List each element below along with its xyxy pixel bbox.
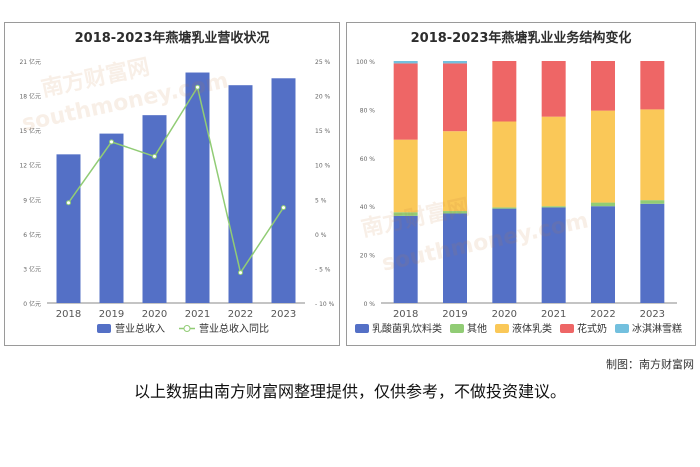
legend-swatch-yoy-point [183, 325, 191, 332]
y-tick-label: 100 % [356, 59, 375, 66]
legend-label-revenue: 营业总收入 [115, 322, 165, 335]
y-right-tick-label: 0 % [315, 232, 327, 239]
legend-swatch [355, 324, 369, 333]
y-right-tick-label: - 10 % [315, 301, 335, 308]
yoy-point [109, 139, 114, 145]
segment-bar [443, 63, 467, 132]
segment-bar [443, 61, 467, 64]
y-right-tick-label: 15 % [315, 128, 331, 135]
y-right-tick-label: 5 % [315, 197, 327, 204]
x-tick-label: 2020 [142, 309, 167, 320]
yoy-point [238, 270, 243, 276]
y-tick-label: 0 % [364, 301, 376, 308]
y-right-tick-label: 10 % [315, 163, 331, 170]
segment-bar [640, 203, 665, 303]
revenue-chart-panel: 2018-2023年燕塘乳业营收状况 0 亿元 3 亿元 6 亿元 9 亿元 12 亿元… [4, 22, 340, 346]
segment-bar [591, 206, 615, 303]
x-tick-label: 2021 [185, 309, 210, 320]
legend-swatch [495, 324, 509, 333]
segment-bar [591, 110, 615, 203]
segment-bar [393, 212, 418, 216]
x-tick-label: 2020 [492, 309, 517, 320]
revenue-bar [185, 72, 210, 304]
y-left-tick-label: 15 亿元 [19, 127, 41, 135]
y-left-tick-label: 3 亿元 [23, 265, 41, 273]
segment-bar [443, 213, 467, 303]
y-tick-label: 80 % [360, 107, 376, 114]
legend-label: 乳酸菌乳饮料类 [372, 322, 442, 335]
y-right-tick-label: 25 % [315, 59, 331, 66]
revenue-chart-title: 2018-2023年燕塘乳业营收状况 [74, 31, 270, 46]
yoy-point [281, 205, 286, 211]
segment-bar [492, 207, 517, 209]
x-tick-label: 2021 [541, 309, 566, 320]
yoy-point [195, 84, 200, 90]
structure-chart-panel: 2018-2023年燕塘乳业业务结构变化 0 % 20 % 40 % 60 % 80 %… [346, 22, 696, 346]
revenue-bar [56, 154, 81, 303]
x-tick-label: 2022 [228, 309, 253, 320]
legend-label: 冰淇淋雪糕 [632, 322, 682, 335]
segment-bar [541, 61, 566, 117]
segment-bar [640, 200, 665, 204]
segment-bar [541, 206, 566, 208]
y-left-tick-label: 0 亿元 [23, 300, 41, 308]
revenue-bar [271, 78, 296, 304]
legend-label-yoy: 营业总收入同比 [199, 322, 269, 335]
legend-label: 花式奶 [577, 322, 607, 335]
disclaimer-text: 以上数据由南方财富网整理提供，仅供参考，不做投资建议。 [133, 382, 566, 401]
x-tick-label: 2023 [640, 309, 665, 320]
revenue-bar [228, 85, 253, 303]
legend-swatch-revenue [97, 324, 111, 333]
segment-bar [393, 61, 418, 64]
yoy-point [66, 200, 71, 206]
legend-label: 液体乳类 [512, 322, 552, 335]
segment-bar [492, 208, 517, 303]
segment-bar [393, 63, 418, 140]
y-left-tick-label: 9 亿元 [23, 196, 41, 204]
legend-swatch [560, 324, 574, 333]
structure-chart: 0 % 20 % 40 % 60 % 80 % 100 % 2018 2019 2020 2021… [355, 59, 682, 335]
revenue-bar [99, 133, 124, 303]
revenue-chart: 0 亿元 3 亿元 6 亿元 9 亿元 12 亿元 15 亿元 18 亿元 21 亿元 - 10… [19, 58, 335, 335]
segment-bar [640, 109, 665, 201]
legend-label: 其他 [467, 322, 487, 335]
x-tick-label: 2023 [271, 309, 296, 320]
x-tick-label: 2018 [393, 309, 418, 320]
y-tick-label: 20 % [360, 253, 376, 260]
segment-bar [640, 61, 665, 110]
legend-swatch [615, 324, 629, 333]
structure-chart-title: 2018-2023年燕塘乳业业务结构变化 [410, 31, 632, 46]
segment-bar [443, 211, 467, 214]
segment-bar [591, 202, 615, 207]
segment-bar [492, 121, 517, 208]
segment-bar [393, 215, 418, 303]
yoy-line [67, 85, 285, 275]
segment-bar [492, 61, 517, 122]
segment-bar [541, 116, 566, 207]
y-tick-label: 40 % [360, 204, 376, 211]
yoy-point [152, 153, 157, 159]
chart-credit: 制图：南方财富网 [606, 358, 694, 371]
segment-bar [443, 131, 467, 212]
y-right-tick-label: - 5 % [315, 266, 331, 273]
y-tick-label: 60 % [360, 156, 376, 163]
revenue-bar [142, 115, 167, 304]
segment-bar [393, 139, 418, 213]
y-left-tick-label: 6 亿元 [23, 231, 41, 239]
y-left-tick-label: 12 亿元 [19, 162, 41, 170]
x-tick-label: 2018 [56, 309, 81, 320]
x-tick-label: 2019 [442, 309, 467, 320]
segment-bar [541, 207, 566, 303]
y-left-tick-label: 21 亿元 [19, 58, 41, 66]
x-tick-label: 2022 [590, 309, 615, 320]
y-left-tick-label: 18 亿元 [19, 93, 41, 101]
y-right-tick-label: 20 % [315, 94, 331, 101]
x-tick-label: 2019 [99, 309, 124, 320]
segment-bar [591, 61, 615, 111]
legend-swatch [450, 324, 464, 333]
